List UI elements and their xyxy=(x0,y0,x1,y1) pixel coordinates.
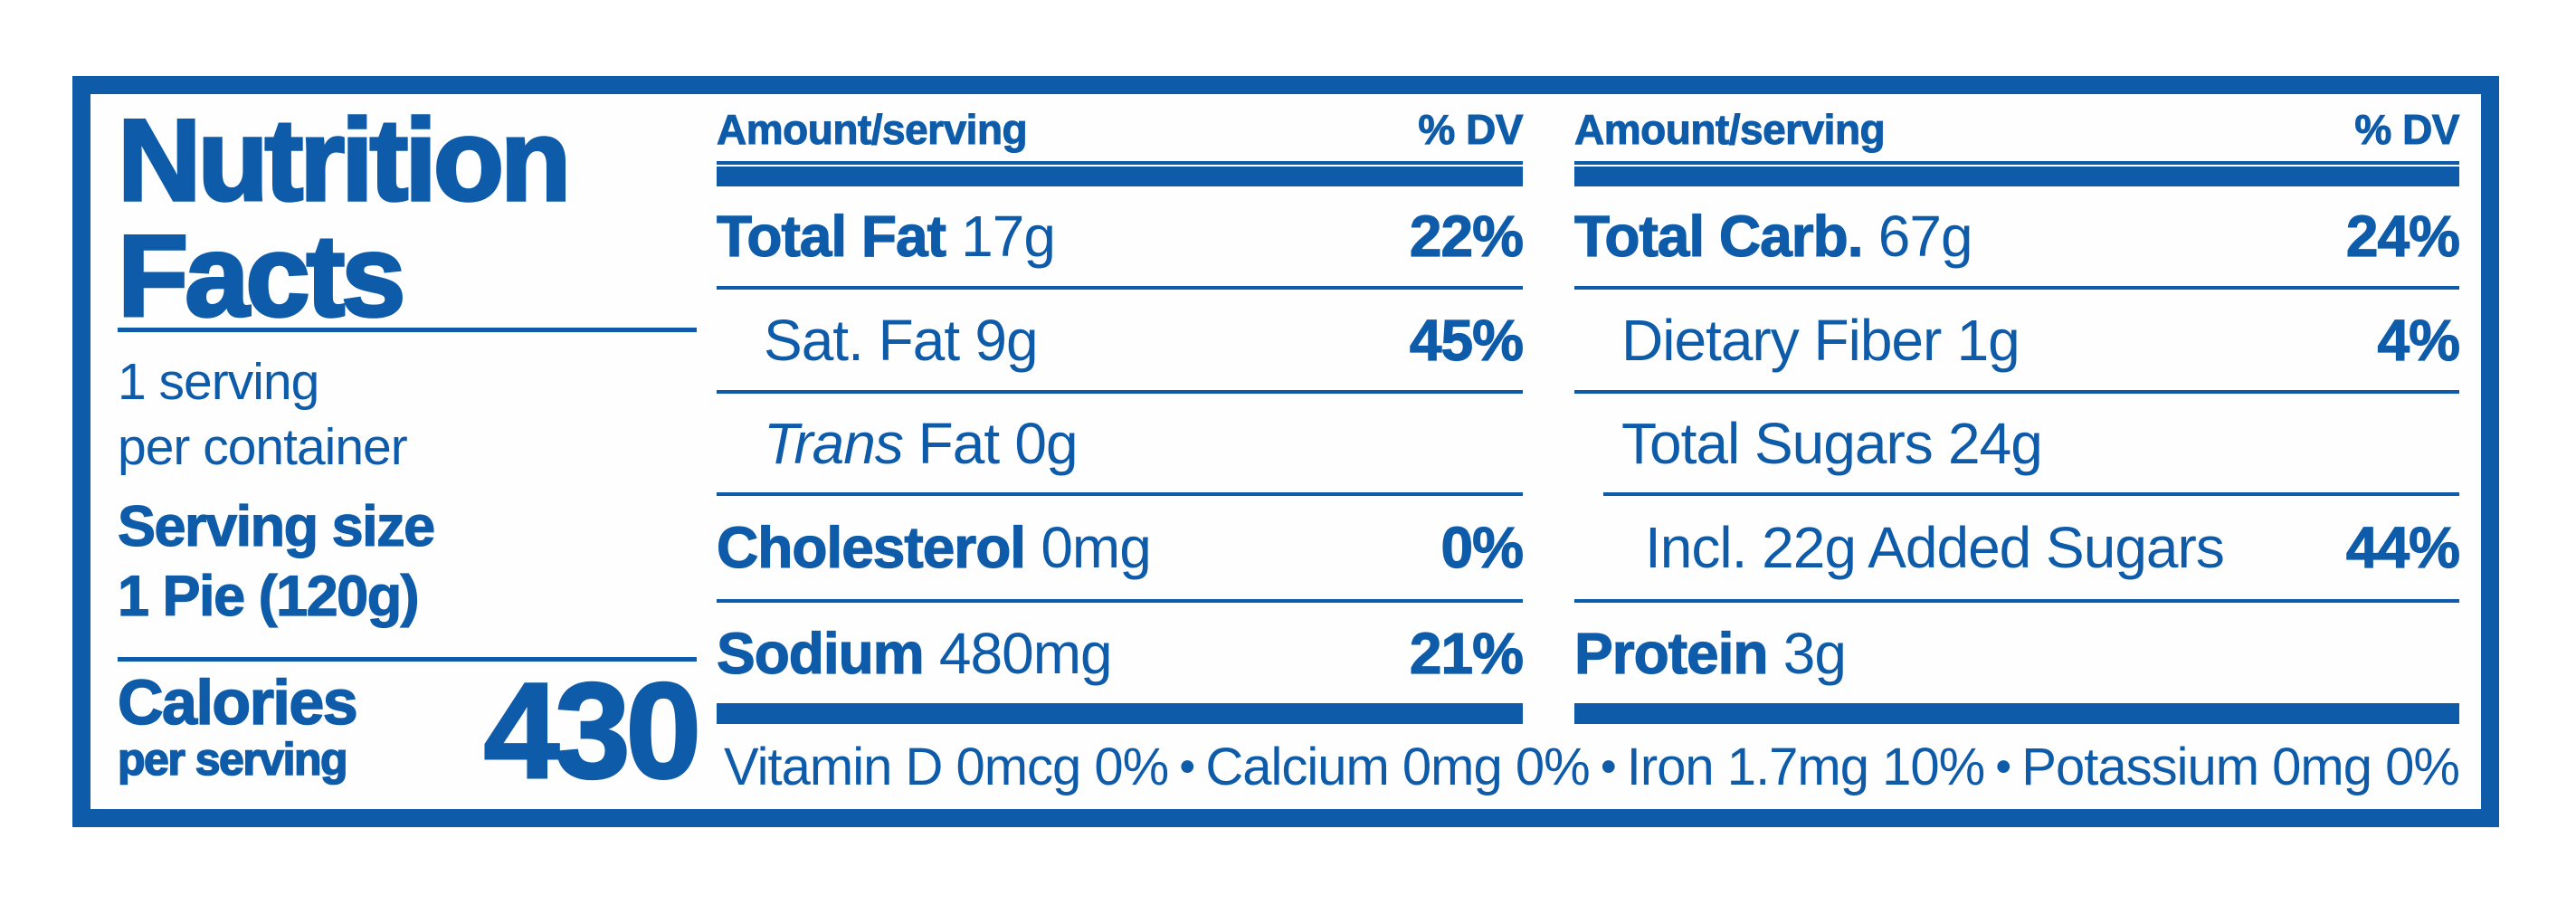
row-cholesterol: Cholesterol 0mg 0% xyxy=(716,496,1525,603)
bullet-separator: • xyxy=(1995,742,2011,791)
title-divider xyxy=(118,328,697,332)
nutrient-name: Trans xyxy=(764,410,904,476)
column-bottom-bar xyxy=(717,703,1523,724)
nutrient-name: Sodium xyxy=(716,620,925,686)
micronutrient-vitamin-d: Vitamin D 0mcg 0% xyxy=(724,737,1169,796)
nutrient-amount: 480mg xyxy=(938,620,1113,686)
micronutrient-calcium: Calcium 0mg 0% xyxy=(1205,737,1590,796)
nutrient-name: Dietary Fiber xyxy=(1621,307,1942,373)
micronutrient-iron: Iron 1.7mg 10% xyxy=(1626,737,1985,796)
label-inner: Nutrition Facts 1 serving per container … xyxy=(90,94,2481,809)
servings-line-1: 1 serving xyxy=(118,353,319,411)
nutrient-amount: 0g xyxy=(1014,410,1078,476)
row-total-fat: Total Fat 17g 22% xyxy=(716,186,1525,290)
fat-column: Amount/serving % DV Total Fat 17g 22% Sat… xyxy=(716,94,1525,809)
nutrient-name: Total Sugars xyxy=(1621,410,1934,476)
carb-column-header: Amount/serving % DV xyxy=(1573,94,2460,161)
nutrient-name: Protein xyxy=(1573,620,1769,686)
identity-panel: Nutrition Facts 1 serving per container … xyxy=(116,94,702,809)
row-label: Sodium 480mg xyxy=(716,620,1113,687)
calories-label: Calories xyxy=(117,667,358,738)
nutrient-amount: 9g xyxy=(974,307,1038,373)
row-dietary-fiber: Dietary Fiber 1g 4% xyxy=(1574,290,2461,394)
nutrient-dv: 45% xyxy=(1409,307,1524,373)
nutrient-dv: 24% xyxy=(2345,203,2460,269)
row-sat-fat: Sat. Fat 9g 45% xyxy=(717,290,1525,394)
row-label: Total Sugars 24g xyxy=(1621,410,2043,477)
amount-serving-header: Amount/serving xyxy=(716,106,1028,154)
serving-size-label: Serving size xyxy=(117,494,435,558)
calories-row: Calories per serving 430 xyxy=(117,653,702,806)
nutrient-amount: 3g xyxy=(1782,620,1847,686)
carb-column: Amount/serving % DV Total Carb. 67g 24% D… xyxy=(1573,94,2461,809)
header-bar xyxy=(717,167,1523,186)
fat-column-header: Amount/serving % DV xyxy=(716,94,1524,161)
row-sodium: Sodium 480mg 21% xyxy=(716,603,1524,703)
nutrient-name: Sat. Fat xyxy=(764,307,960,373)
header-rule xyxy=(717,161,1523,165)
label-title: Nutrition Facts xyxy=(116,96,573,341)
row-added-sugars: Incl. 22g Added Sugars 44% xyxy=(1574,496,2461,603)
nutrient-amount: 17g xyxy=(961,204,1056,269)
nutrient-dv: 44% xyxy=(2345,514,2460,580)
calories-labels: Calories per serving xyxy=(117,667,358,790)
row-label: Total Fat 17g xyxy=(716,203,1056,270)
row-trans-fat: Trans Fat 0g xyxy=(717,394,1523,496)
percent-dv-header: % DV xyxy=(1418,106,1524,154)
bullet-separator: • xyxy=(1179,742,1195,791)
bullet-separator: • xyxy=(1601,742,1616,791)
nutrient-name: Incl. 22g Added Sugars xyxy=(1645,515,2225,580)
servings-line-2: per container xyxy=(118,418,408,477)
nutrient-amount: 0mg xyxy=(1041,515,1151,580)
title-line-2: Facts xyxy=(116,212,407,341)
micronutrients-row: Vitamin D 0mcg 0% • Calcium 0mg 0% • Iro… xyxy=(724,728,2460,805)
header-rule xyxy=(1574,161,2459,165)
nutrient-dv: 21% xyxy=(1409,620,1524,686)
row-label: Protein 3g xyxy=(1573,620,1847,687)
nutrient-name-suffix: Fat xyxy=(902,410,1000,476)
row-label: Cholesterol 0mg xyxy=(716,514,1151,581)
nutrient-name: Total Fat xyxy=(716,203,946,269)
percent-dv-header: % DV xyxy=(2354,106,2460,154)
calories-value: 430 xyxy=(482,653,702,806)
serving-size-value: 1 Pie (120g) xyxy=(117,564,420,628)
nutrient-amount: 1g xyxy=(1956,307,2020,373)
row-label: Dietary Fiber 1g xyxy=(1621,307,2020,374)
column-bottom-bar xyxy=(1574,703,2459,724)
row-protein: Protein 3g xyxy=(1573,603,2459,703)
nutrition-facts-label: Nutrition Facts 1 serving per container … xyxy=(72,76,2499,827)
title-line-1: Nutrition xyxy=(116,96,573,225)
row-label: Sat. Fat 9g xyxy=(764,307,1039,374)
row-total-carb: Total Carb. 67g 24% xyxy=(1573,186,2461,290)
nutrient-dv: 22% xyxy=(1409,203,1524,269)
row-total-sugars: Total Sugars 24g xyxy=(1574,394,2459,492)
nutrient-name: Total Carb. xyxy=(1573,203,1864,269)
row-label: Trans Fat 0g xyxy=(764,410,1079,477)
serving-size: Serving size 1 Pie (120g) xyxy=(117,492,435,632)
serving-divider xyxy=(118,657,697,662)
nutrient-dv: 0% xyxy=(1440,514,1525,580)
servings-per-container: 1 serving per container xyxy=(118,349,408,481)
micronutrient-potassium: Potassium 0mg 0% xyxy=(2021,737,2460,796)
header-bar xyxy=(1574,167,2459,186)
nutrient-name: Cholesterol xyxy=(716,514,1026,580)
calories-sublabel: per serving xyxy=(117,733,348,785)
indented-rule xyxy=(1603,492,2459,496)
row-label: Incl. 22g Added Sugars xyxy=(1645,514,2239,581)
nutrient-dv: 4% xyxy=(2377,307,2461,373)
nutrient-amount: 67g xyxy=(1877,204,1973,269)
row-label: Total Carb. 67g xyxy=(1573,203,1973,270)
nutrient-amount: 24g xyxy=(1948,410,2043,476)
amount-serving-header: Amount/serving xyxy=(1573,106,1886,154)
